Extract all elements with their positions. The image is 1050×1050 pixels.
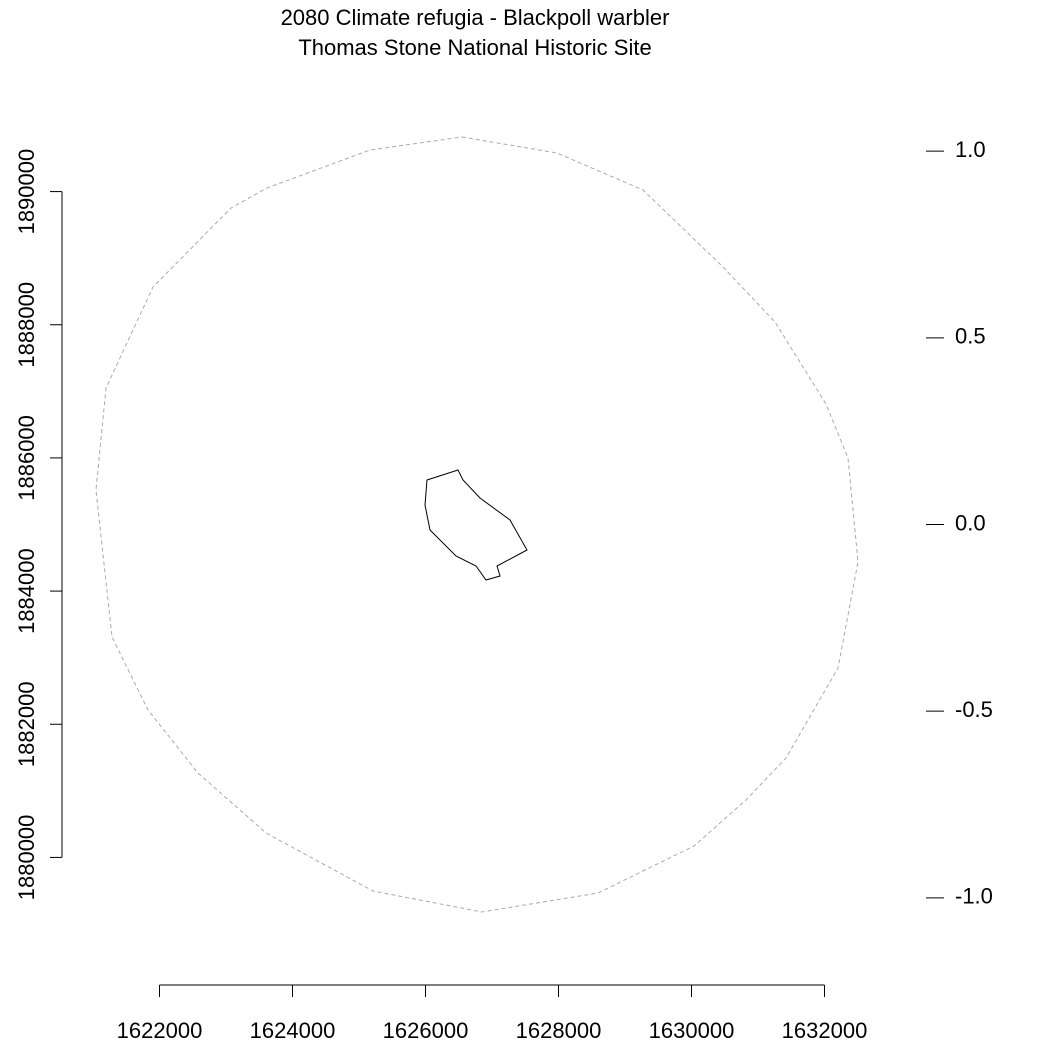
buffer-outline <box>95 136 859 913</box>
x-tick-label: 1632000 <box>782 1018 868 1043</box>
x-tick-label: 1624000 <box>250 1018 336 1043</box>
y-tick-label: 1886000 <box>14 415 39 501</box>
y2-tick-label: 0.5 <box>955 324 986 349</box>
y-tick-label: 1882000 <box>14 681 39 767</box>
x-tick-label: 1622000 <box>117 1018 203 1043</box>
y-tick-label: 1884000 <box>14 548 39 634</box>
y-tick-label: 1880000 <box>14 815 39 901</box>
y2-tick-label: -0.5 <box>955 697 993 722</box>
y2-tick-label: 0.0 <box>955 510 986 535</box>
chart-subtitle: Thomas Stone National Historic Site <box>298 35 651 60</box>
x-tick-label: 1626000 <box>383 1018 469 1043</box>
y-tick-label: 1888000 <box>14 282 39 368</box>
x-tick-label: 1630000 <box>649 1018 735 1043</box>
y-tick-label: 1890000 <box>14 149 39 235</box>
x-tick-label: 1628000 <box>516 1018 602 1043</box>
chart-title: 2080 Climate refugia - Blackpoll warbler <box>281 5 670 30</box>
y2-tick-label: -1.0 <box>955 884 993 909</box>
y2-tick-label: 1.0 <box>955 137 986 162</box>
park-boundary <box>424 469 528 581</box>
